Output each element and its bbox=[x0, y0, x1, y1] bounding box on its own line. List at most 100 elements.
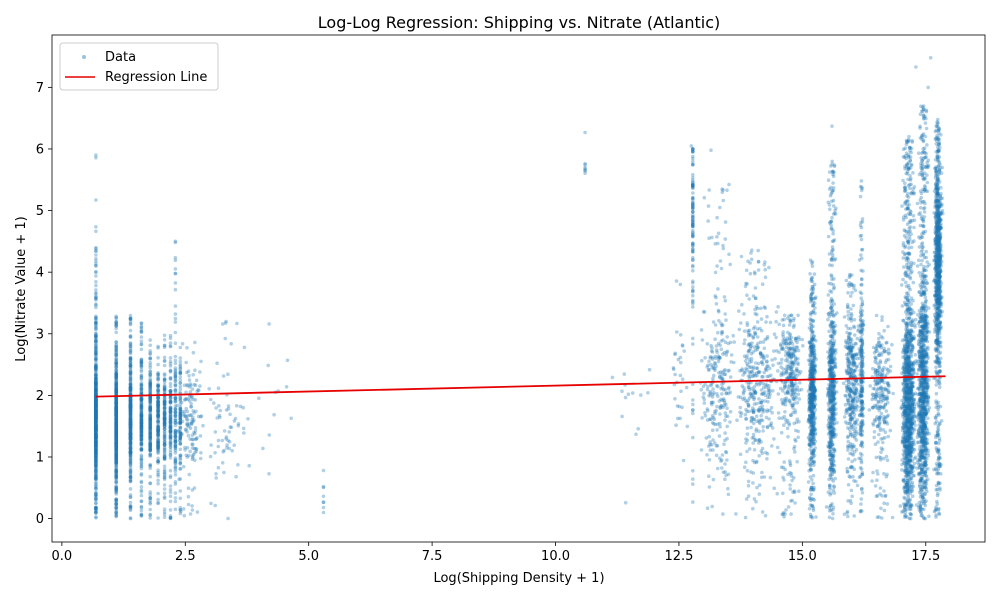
data-point-199 bbox=[94, 410, 98, 415]
data-point-2262 bbox=[168, 356, 173, 360]
data-point-2638 bbox=[238, 404, 243, 409]
data-point-2159 bbox=[162, 450, 167, 455]
data-point-2868 bbox=[691, 162, 695, 167]
data-point-569 bbox=[94, 464, 98, 469]
data-point-3012 bbox=[703, 414, 708, 418]
data-point-3360 bbox=[750, 406, 755, 410]
data-point-4332 bbox=[813, 432, 817, 437]
data-point-2556 bbox=[192, 411, 196, 415]
data-point-87 bbox=[94, 427, 98, 431]
data-point-242 bbox=[94, 409, 98, 414]
data-point-2095 bbox=[162, 470, 167, 475]
data-point-295 bbox=[94, 462, 98, 467]
data-point-2182 bbox=[168, 499, 173, 504]
data-point-3776 bbox=[795, 368, 799, 373]
data-point-3772 bbox=[775, 491, 779, 496]
data-point-98 bbox=[94, 452, 98, 457]
data-point-1128 bbox=[114, 422, 118, 426]
data-point-176 bbox=[94, 388, 98, 392]
data-point-1429 bbox=[128, 313, 133, 318]
data-point-1650 bbox=[139, 447, 144, 452]
data-point-2617 bbox=[194, 378, 199, 383]
data-point-2674 bbox=[214, 472, 218, 476]
data-point-4879 bbox=[829, 352, 833, 357]
data-point-960 bbox=[114, 514, 118, 519]
data-point-3 bbox=[94, 422, 98, 427]
data-point-2716 bbox=[583, 162, 587, 167]
data-point-2594 bbox=[191, 442, 195, 447]
data-point-4619 bbox=[830, 226, 834, 231]
data-point-4782 bbox=[832, 422, 836, 426]
data-point-3078 bbox=[711, 438, 715, 442]
data-point-64 bbox=[94, 449, 98, 453]
data-point-2898 bbox=[723, 431, 727, 435]
data-point-1398 bbox=[128, 441, 133, 446]
data-point-4359 bbox=[809, 382, 814, 386]
data-point-2546 bbox=[177, 438, 182, 443]
data-point-96 bbox=[94, 416, 98, 421]
data-point-2937 bbox=[718, 421, 722, 426]
data-point-2730 bbox=[630, 391, 635, 395]
data-point-342 bbox=[94, 422, 98, 427]
data-point-2757 bbox=[685, 424, 690, 429]
data-point-3690 bbox=[781, 389, 785, 393]
data-point-92 bbox=[94, 426, 98, 431]
data-point-338 bbox=[94, 324, 98, 329]
data-point-3440 bbox=[770, 426, 775, 430]
data-point-2274 bbox=[168, 344, 173, 349]
data-point-2592 bbox=[190, 508, 195, 512]
data-point-4886 bbox=[826, 390, 831, 394]
data-point-2664 bbox=[234, 404, 239, 408]
data-point-1985 bbox=[156, 371, 160, 375]
data-point-4959 bbox=[846, 313, 850, 318]
data-point-325 bbox=[94, 415, 98, 419]
data-point-2755 bbox=[680, 344, 685, 348]
data-point-192 bbox=[94, 400, 98, 405]
data-point-2683 bbox=[232, 443, 236, 448]
data-point-54 bbox=[94, 432, 98, 436]
data-point-286 bbox=[94, 445, 98, 450]
data-point-3808 bbox=[792, 387, 796, 391]
data-point-2917 bbox=[725, 458, 729, 462]
data-point-3696 bbox=[781, 491, 785, 496]
data-point-2758 bbox=[675, 404, 680, 408]
data-point-4257 bbox=[813, 296, 818, 301]
data-point-4906 bbox=[832, 390, 836, 395]
data-point-2761 bbox=[674, 279, 679, 283]
data-point-341 bbox=[94, 417, 98, 421]
data-point-2389 bbox=[173, 418, 178, 423]
data-point-187 bbox=[94, 398, 98, 402]
data-point-2894 bbox=[715, 466, 720, 471]
data-point-1840 bbox=[148, 496, 152, 500]
data-point-52 bbox=[94, 339, 98, 343]
data-point-4237 bbox=[809, 468, 813, 472]
data-point-3451 bbox=[766, 392, 771, 397]
data-point-320 bbox=[94, 383, 98, 387]
data-point-337 bbox=[94, 433, 98, 437]
data-point-1076 bbox=[114, 359, 118, 364]
data-point-2497 bbox=[188, 512, 193, 516]
data-point-13 bbox=[94, 414, 98, 418]
data-point-230 bbox=[94, 387, 98, 392]
data-point-3243 bbox=[757, 483, 762, 488]
data-point-253 bbox=[94, 425, 98, 429]
data-point-2685 bbox=[208, 454, 213, 459]
data-point-4238 bbox=[809, 492, 813, 497]
data-point-3482 bbox=[755, 459, 759, 464]
data-point-3453 bbox=[758, 421, 762, 426]
data-point-3079 bbox=[715, 428, 719, 432]
data-point-35 bbox=[94, 367, 98, 372]
data-point-243 bbox=[94, 391, 98, 396]
data-point-4774 bbox=[827, 203, 832, 207]
data-point-3240 bbox=[751, 441, 755, 445]
data-point-4910 bbox=[832, 396, 836, 401]
data-point-3420 bbox=[758, 405, 762, 410]
data-point-584 bbox=[94, 351, 98, 356]
data-point-3086 bbox=[709, 382, 713, 386]
data-point-223 bbox=[94, 446, 98, 451]
data-point-1822 bbox=[148, 454, 152, 458]
data-point-626 bbox=[94, 249, 98, 253]
data-point-3480 bbox=[767, 265, 771, 270]
data-point-2101 bbox=[162, 483, 167, 487]
data-point-3722 bbox=[789, 313, 793, 318]
